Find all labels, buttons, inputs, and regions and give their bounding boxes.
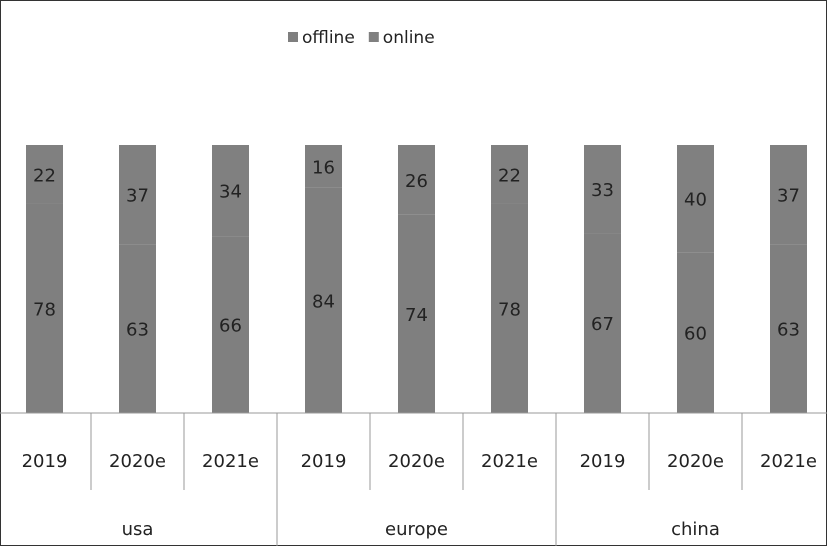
bar-segment	[119, 145, 156, 245]
data-label: 84	[312, 291, 335, 312]
bar-segment	[26, 203, 63, 413]
x-tick-label: 2020e	[667, 451, 724, 472]
bar-segment	[212, 236, 249, 413]
bar-segment	[584, 145, 621, 234]
bar-segment	[305, 145, 342, 188]
bar-segment	[491, 145, 528, 204]
data-label: 40	[684, 190, 707, 211]
x-tick-label: 2021e	[202, 451, 259, 472]
x-tick-label: 2019	[22, 451, 68, 472]
x-tick-label: 2020e	[109, 451, 166, 472]
bar-segment	[119, 244, 156, 413]
bar-segment	[584, 233, 621, 413]
x-tick-label: 2020e	[388, 451, 445, 472]
data-label: 16	[312, 157, 335, 178]
legend-swatch	[288, 32, 298, 42]
legend-label: offline	[302, 28, 355, 48]
group-label: europe	[385, 519, 448, 540]
data-label: 63	[126, 320, 149, 341]
data-label: 74	[405, 305, 428, 326]
bar-segment	[26, 145, 63, 204]
group-label: usa	[122, 519, 154, 540]
data-label: 26	[405, 171, 428, 192]
x-tick-label: 2021e	[760, 451, 817, 472]
x-tick-label: 2019	[580, 451, 626, 472]
bar-segment	[305, 187, 342, 413]
bar-segment	[677, 145, 714, 253]
data-label: 37	[777, 186, 800, 207]
data-label: 66	[219, 316, 242, 337]
group-label: china	[671, 519, 720, 540]
bar-segment	[398, 145, 435, 215]
bar-segment	[212, 145, 249, 237]
data-label: 34	[219, 182, 242, 203]
data-label: 33	[591, 180, 614, 201]
bar-segment	[398, 214, 435, 413]
bar-segment	[770, 244, 807, 413]
x-tick-label: 2019	[301, 451, 347, 472]
data-label: 78	[33, 299, 56, 320]
data-label: 37	[126, 186, 149, 207]
data-label: 67	[591, 314, 614, 335]
data-label: 60	[684, 324, 707, 345]
data-label: 63	[777, 320, 800, 341]
data-label: 22	[33, 165, 56, 186]
data-label: 22	[498, 165, 521, 186]
bar-segment	[491, 203, 528, 413]
data-label: 78	[498, 299, 521, 320]
bar-segment	[770, 145, 807, 245]
bar-segment	[677, 252, 714, 413]
legend-label: online	[383, 28, 435, 48]
x-tick-label: 2021e	[481, 451, 538, 472]
legend-swatch	[368, 32, 379, 42]
